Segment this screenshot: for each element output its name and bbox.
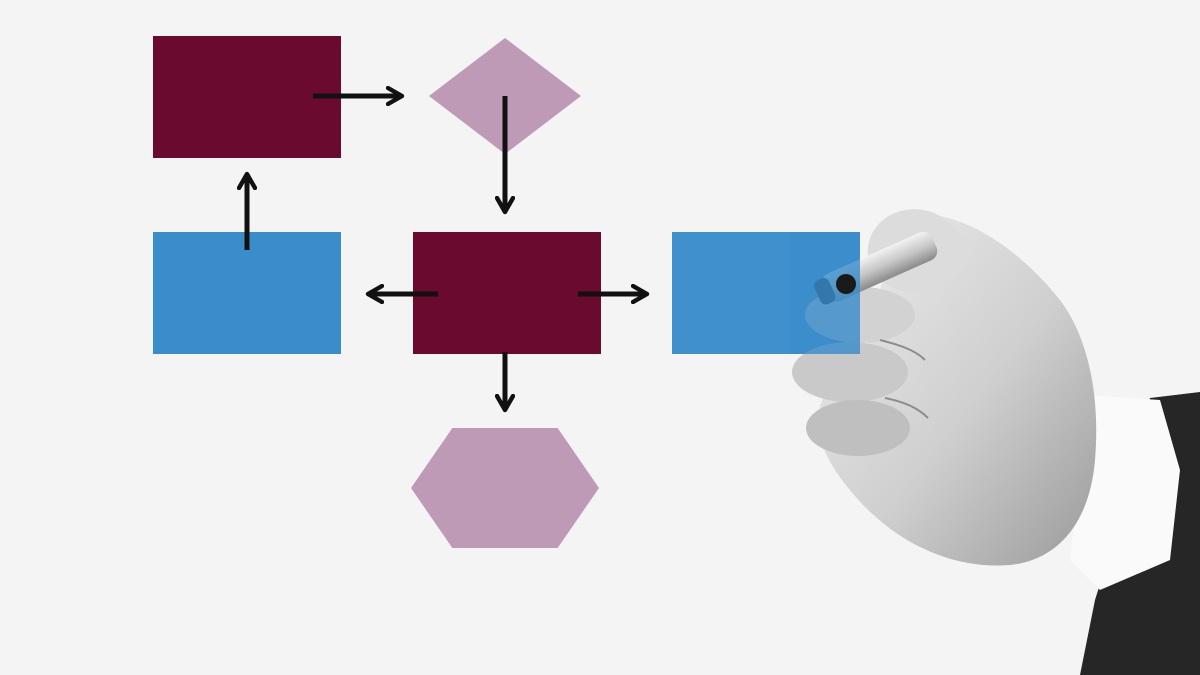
knuckle-crease — [879, 339, 929, 419]
process-top-left-shape — [153, 36, 341, 158]
marker-tip — [836, 274, 856, 294]
terminal-hexagon-shape — [411, 428, 599, 548]
process-center-shape — [413, 232, 601, 354]
hand-finger-3 — [806, 400, 910, 456]
shirt-cuff — [1070, 395, 1180, 590]
hand-finger-2 — [792, 342, 908, 402]
process-left-shape — [153, 232, 341, 354]
